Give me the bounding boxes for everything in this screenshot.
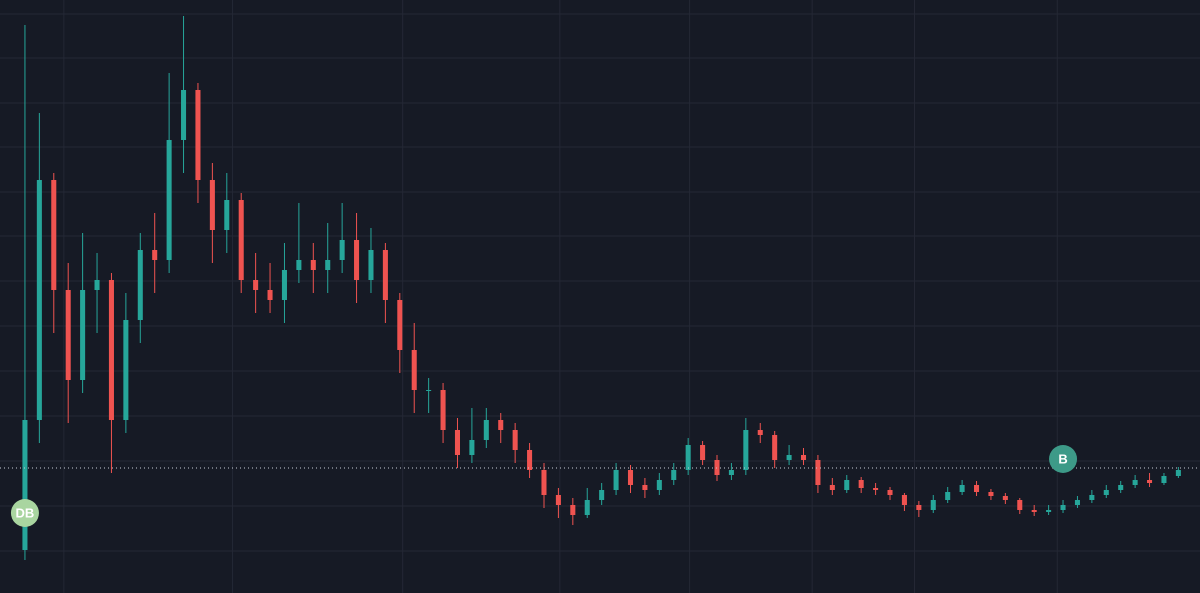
- candle-body: [555, 495, 561, 505]
- candle-body: [397, 300, 403, 350]
- candle-body: [411, 350, 417, 390]
- candle-body: [656, 480, 662, 490]
- candle-body: [959, 485, 965, 492]
- candle-body: [858, 480, 864, 488]
- marker: [1049, 445, 1078, 473]
- candle-body: [51, 180, 57, 290]
- candle-body: [988, 492, 994, 496]
- candle-body: [512, 430, 518, 450]
- candle-body: [36, 180, 42, 420]
- candle-body: [382, 250, 388, 300]
- candle-body: [94, 280, 100, 290]
- candle-body: [1147, 480, 1153, 483]
- candle-body: [267, 290, 273, 300]
- candle-body: [973, 485, 980, 492]
- candle-body: [901, 495, 907, 505]
- candle-body: [123, 320, 129, 420]
- candle-body: [800, 455, 807, 460]
- candle-body: [757, 430, 763, 435]
- candle-body: [1046, 510, 1052, 512]
- candle-body: [613, 470, 619, 490]
- candle-body: [454, 430, 461, 455]
- candle-body: [440, 390, 446, 430]
- candle-body: [786, 455, 792, 460]
- candle-body: [1031, 510, 1037, 512]
- candle-body: [599, 490, 605, 500]
- candle-body: [152, 250, 158, 260]
- marker-label: DB: [16, 506, 35, 521]
- candle-body: [714, 460, 720, 475]
- candle-body: [296, 260, 302, 270]
- candle-body: [368, 250, 374, 280]
- candle-body: [700, 445, 706, 460]
- candle-body: [671, 470, 677, 480]
- candle-body: [253, 280, 259, 290]
- candle-body: [1175, 470, 1181, 476]
- candle-body: [1060, 505, 1066, 510]
- candle-body: [815, 460, 821, 485]
- candle-body: [238, 200, 244, 280]
- candle-body: [1132, 480, 1138, 485]
- candle-body: [108, 280, 114, 420]
- candle-body: [1161, 476, 1167, 483]
- candle-body: [1103, 490, 1109, 495]
- candle-body: [195, 90, 201, 180]
- candle-body: [1089, 495, 1095, 500]
- candle-body: [685, 445, 691, 470]
- candle-body: [498, 420, 504, 430]
- candle-body: [772, 435, 778, 460]
- candle-body: [80, 290, 86, 380]
- candle-body: [224, 200, 230, 230]
- candle-body: [1002, 496, 1008, 500]
- candle-body: [930, 500, 936, 510]
- candle-body: [166, 140, 172, 260]
- candle-body: [627, 470, 634, 485]
- candle-body: [916, 505, 922, 510]
- candle-body: [325, 260, 331, 270]
- candle-body: [887, 490, 893, 495]
- candle-body: [1074, 500, 1080, 505]
- candle-body: [728, 470, 734, 475]
- candle-body: [209, 180, 215, 230]
- candle-body: [137, 250, 143, 320]
- candle-body: [469, 440, 475, 455]
- candle-body: [354, 240, 360, 280]
- candle-body: [541, 470, 547, 495]
- candle-body: [844, 480, 850, 490]
- marker-label: B: [1058, 452, 1067, 467]
- candle-body: [570, 505, 576, 515]
- candle-body: [527, 450, 533, 470]
- candle-body: [181, 90, 187, 140]
- candle-body: [945, 492, 951, 500]
- candle-body: [483, 420, 489, 440]
- candle-body: [22, 420, 28, 550]
- candle-body: [426, 390, 432, 391]
- candle-body: [281, 270, 287, 300]
- candle-body: [339, 240, 345, 260]
- candle-body: [65, 290, 71, 380]
- candle-body: [829, 485, 835, 490]
- candle-body: [1017, 500, 1023, 510]
- candle-body: [584, 500, 590, 515]
- marker: [10, 499, 39, 527]
- candle-body: [743, 430, 749, 470]
- candle-body: [642, 485, 648, 490]
- candle-body: [310, 260, 316, 270]
- candle-body: [873, 488, 879, 490]
- candle-body: [1118, 485, 1124, 490]
